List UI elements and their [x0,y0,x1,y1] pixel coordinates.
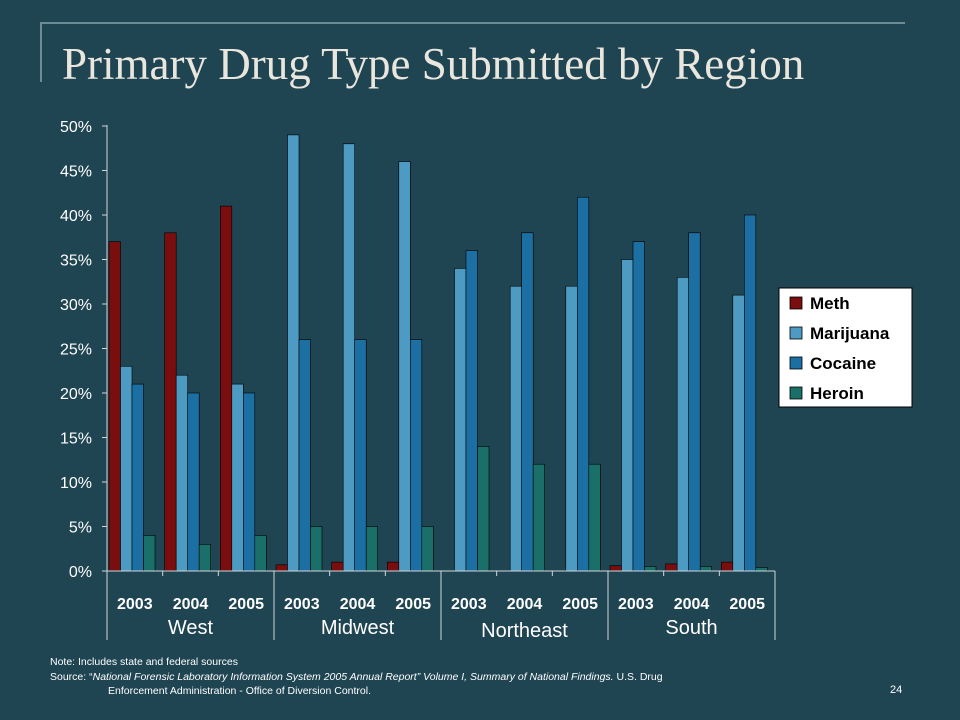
x-tick-label: 2005 [729,596,765,613]
slide-title: Primary Drug Type Submitted by Region [62,39,805,89]
y-tick-label: 45% [60,164,92,181]
y-tick-label: 50% [60,119,92,136]
source-prefix: Source: “ [50,670,93,683]
source-line-2: Enforcement Administration - Office of D… [108,685,371,698]
bar-heroin [143,535,156,572]
bar-heroin [755,567,768,572]
bar-marijuana [398,161,411,572]
bar-marijuana [621,259,634,572]
bar-cocaine [521,232,534,572]
source-title: National Forensic Laboratory Information… [92,670,614,683]
x-tick-label: 2004 [173,596,209,613]
bar-marijuana [175,374,188,572]
bar-marijuana [676,276,690,572]
legend-swatch [789,326,803,340]
x-tick-label: 2004 [340,596,376,613]
top-rule [40,22,905,24]
region-label: Midwest [321,617,395,639]
y-tick-label: 35% [60,253,92,270]
x-tick-label: 2003 [117,596,153,613]
bar-cocaine [298,339,311,572]
y-tick-label: 30% [60,297,92,314]
x-tick-label: 2003 [451,596,487,613]
bar-heroin [421,526,434,572]
legend-swatch [789,356,803,370]
bar-cocaine [465,250,478,572]
bar-marijuana [287,134,300,572]
bar-cocaine [632,241,645,572]
x-tick-label: 2005 [395,596,431,613]
bar-cocaine [576,196,590,572]
bar-heroin [310,526,323,572]
y-tick-label: 40% [60,208,92,225]
source-note: Note: Includes state and federal sources… [50,655,870,699]
bar-heroin [699,566,713,572]
bar-heroin [532,463,546,572]
y-tick-label: 15% [60,431,92,448]
legend-label: Heroin [810,384,864,403]
bar-heroin [588,463,601,572]
region-label: South [665,617,717,639]
y-tick-label: 0% [69,564,92,581]
bar-cocaine [243,392,256,572]
bar-heroin [477,446,490,572]
bar-marijuana [732,294,745,572]
legend-label: Meth [810,294,850,313]
x-tick-label: 2005 [228,596,264,613]
x-tick-label: 2004 [674,596,710,613]
bar-meth [220,205,233,572]
bar-heroin [365,526,379,572]
x-tick-label: 2003 [618,596,654,613]
bar-meth [108,241,121,572]
bar-meth [665,563,678,572]
bar-heroin [254,535,267,572]
bar-marijuana [231,383,244,572]
bar-cocaine [688,232,701,572]
legend-label: Marijuana [810,324,890,343]
note-line: Note: Includes state and federal sources [50,656,238,668]
bar-marijuana [120,365,133,572]
bar-meth [331,561,344,572]
bar-marijuana [565,285,578,572]
legend-swatch [789,386,803,400]
bar-marijuana [509,285,523,572]
x-tick-label: 2003 [284,596,320,613]
bar-cocaine [743,214,757,572]
y-tick-label: 20% [60,386,92,403]
y-tick-label: 25% [60,342,92,359]
bar-cocaine [409,339,423,572]
legend-swatch [789,296,803,310]
bar-cocaine [187,392,200,572]
bar-meth [720,561,734,572]
bar-meth [386,561,400,572]
legend-label: Cocaine [810,354,876,373]
y-tick-label: 5% [69,520,92,537]
bar-heroin [644,566,657,572]
y-tick-label: 10% [60,475,92,492]
bar-marijuana [454,268,467,572]
bar-meth [275,564,288,572]
left-rule [40,22,42,82]
x-tick-label: 2004 [507,596,543,613]
bar-cocaine [131,383,144,572]
x-tick-label: 2005 [562,596,598,613]
region-label: Northeast [481,620,568,642]
source-tail: U.S. Drug [613,670,663,683]
bar-meth [609,565,622,572]
region-label: West [168,617,214,639]
bar-heroin [198,543,211,572]
bar-meth [164,232,177,572]
bar-cocaine [354,339,367,572]
page-number: 24 [890,684,903,696]
bar-marijuana [342,143,356,572]
